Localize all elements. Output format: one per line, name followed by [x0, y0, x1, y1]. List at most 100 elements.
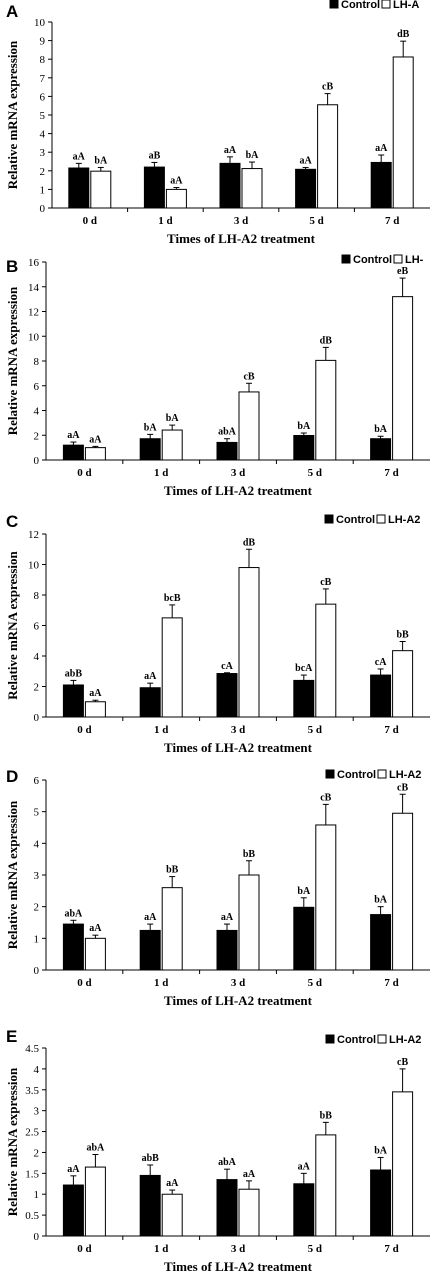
x-tick-label: 3 d: [231, 1243, 245, 1255]
control-bar: [143, 166, 165, 209]
x-tick-label: 0 d: [77, 467, 91, 479]
y-tick-label: 3.5: [25, 1085, 39, 1097]
y-tick-label: 4: [40, 129, 46, 141]
control-bar: [370, 674, 392, 718]
legend-label: LH-: [405, 254, 424, 266]
legend-label: LH-A: [393, 0, 419, 11]
y-tick-label: 0: [34, 965, 40, 977]
significance-label: abA: [65, 908, 84, 919]
y-axis-title: Relative mRNA expression: [5, 1067, 20, 1216]
panel-a: A 0 1 2 3 4 5 6 7 8 9 10 0 d aA bA 1 d aB aA 3 d aA bA 5 d aA c…: [5, 0, 430, 246]
significance-label: aA: [89, 434, 102, 445]
y-tick-label: 14: [28, 282, 40, 294]
significance-label: aA: [73, 151, 86, 162]
treatment-bar: [241, 168, 263, 209]
legend-label: LH-A2: [389, 1034, 421, 1046]
treatment-bar: [161, 617, 183, 718]
panel-label: D: [6, 767, 18, 786]
significance-label: aA: [67, 430, 80, 441]
significance-label: cB: [322, 82, 333, 93]
significance-label: aA: [299, 155, 312, 166]
y-tick-label: 1: [34, 1189, 40, 1201]
legend-label: Control: [341, 0, 380, 11]
treatment-bar: [84, 937, 106, 971]
significance-label: cB: [243, 371, 254, 382]
y-tick-label: 4: [34, 838, 40, 850]
x-axis-title: Times of LH-A2 treatment: [164, 740, 313, 755]
y-tick-label: 10: [28, 560, 40, 572]
significance-label: aA: [89, 923, 102, 934]
y-tick-label: 10: [34, 17, 46, 29]
x-tick-label: 7 d: [384, 1243, 398, 1255]
significance-label: aA: [221, 912, 234, 923]
legend-label: Control: [353, 254, 392, 266]
significance-label: aA: [67, 1164, 80, 1175]
x-tick-label: 5 d: [308, 977, 322, 989]
treatment-bar: [161, 429, 183, 461]
treatment-bar: [161, 887, 183, 971]
y-tick-label: 6: [34, 621, 40, 633]
control-bar: [293, 679, 315, 718]
y-tick-label: 2: [34, 902, 40, 914]
significance-label: dB: [397, 29, 410, 40]
treatment-bar: [84, 447, 106, 461]
significance-label: aA: [144, 912, 157, 923]
significance-label: cA: [375, 657, 387, 668]
significance-label: cB: [320, 577, 331, 588]
x-tick-label: 1 d: [154, 977, 168, 989]
y-tick-label: 0: [34, 455, 40, 467]
y-tick-label: 3: [34, 1106, 40, 1118]
x-tick-label: 1 d: [154, 1243, 168, 1255]
control-bar: [295, 168, 317, 209]
panel-d: D 0 1 2 3 4 5 6 0 d abA aA 1 d aA bB 3 d aA bB 5 d bA cB 7 d…: [5, 767, 430, 1008]
significance-label: aA: [298, 1161, 311, 1172]
y-axis-title: Relative mRNA expression: [5, 286, 20, 435]
significance-label: dB: [243, 537, 256, 548]
treatment-bar: [392, 296, 414, 461]
control-bar: [216, 441, 238, 461]
y-tick-label: 6: [40, 91, 46, 103]
panel-c: C 0 2 4 6 8 10 12 0 d abB aA 1 d aA bcB 3 d cA dB 5 d bcA c…: [5, 512, 430, 755]
significance-label: bA: [94, 155, 108, 166]
y-tick-label: 0: [34, 712, 40, 724]
legend-label: Control: [337, 1034, 376, 1046]
x-tick-label: 3 d: [231, 467, 245, 479]
control-bar: [370, 161, 392, 209]
control-bar: [370, 1169, 392, 1237]
y-tick-label: 2: [34, 430, 40, 442]
panel-b: B 0 2 4 6 8 10 12 14 16 0 d aA aA 1 d bA bA 3 d abA cB 5 d b…: [5, 254, 430, 498]
x-tick-label: 0 d: [77, 724, 91, 736]
control-bar: [62, 684, 84, 718]
y-tick-label: 10: [28, 331, 40, 343]
control-bar: [370, 438, 392, 461]
significance-label: dB: [320, 335, 333, 346]
treatment-bar: [238, 391, 260, 461]
y-tick-label: 16: [28, 257, 40, 269]
x-tick-label: 0 d: [83, 215, 97, 227]
y-tick-label: 12: [28, 307, 39, 319]
y-tick-label: 3: [34, 870, 40, 882]
significance-label: aA: [375, 143, 388, 154]
y-axis-title: Relative mRNA expression: [5, 550, 20, 699]
significance-label: bB: [320, 1110, 333, 1121]
significance-label: abB: [142, 1153, 160, 1164]
significance-label: bA: [297, 421, 311, 432]
y-tick-label: 2: [40, 166, 46, 178]
legend-swatch-treatment: [393, 254, 403, 264]
control-bar: [216, 673, 238, 718]
x-tick-label: 1 d: [158, 215, 172, 227]
treatment-bar: [392, 650, 414, 718]
control-bar: [216, 1179, 238, 1237]
significance-label: abA: [87, 1143, 106, 1154]
legend-swatch-treatment: [377, 769, 387, 779]
control-bar: [62, 1184, 84, 1237]
x-tick-label: 5 d: [308, 467, 322, 479]
significance-label: aB: [149, 150, 161, 161]
x-axis-title: Times of LH-A2 treatment: [164, 483, 313, 498]
treatment-bar: [238, 567, 260, 718]
x-tick-label: 3 d: [234, 215, 248, 227]
y-tick-label: 2.5: [25, 1127, 39, 1139]
y-tick-label: 8: [34, 356, 40, 368]
treatment-bar: [238, 1188, 260, 1237]
x-tick-label: 7 d: [385, 215, 399, 227]
